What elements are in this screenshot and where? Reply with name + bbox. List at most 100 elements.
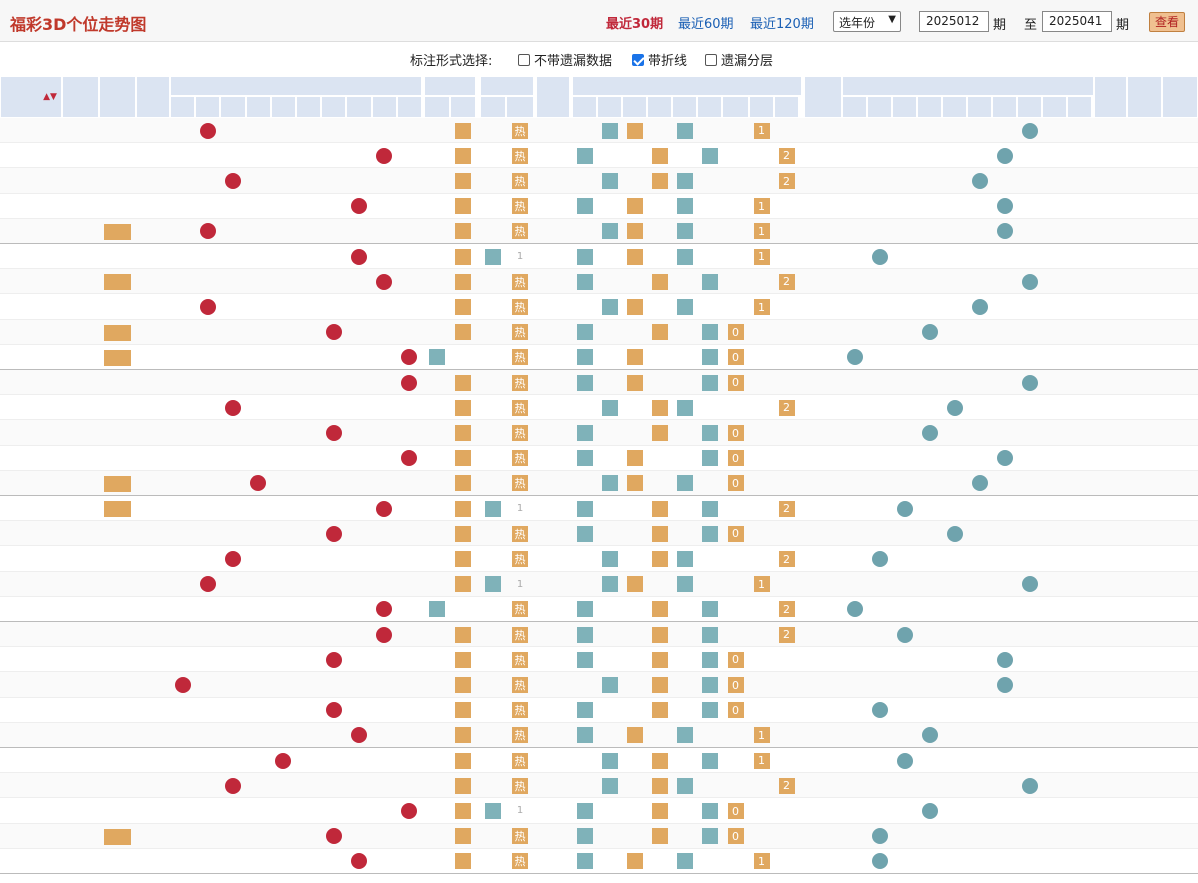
zf-miss	[1017, 622, 1042, 647]
xt-miss	[774, 244, 799, 269]
xt-tag	[676, 122, 693, 139]
repeat-no-tag	[455, 374, 471, 391]
cold-tag	[485, 803, 501, 819]
trend-miss	[296, 345, 321, 370]
year-select-value: 选年份	[839, 16, 876, 30]
period-60-link[interactable]: 最近60期	[678, 17, 734, 32]
trend-miss	[195, 496, 220, 521]
row-zhenfu	[804, 723, 842, 748]
trend-miss	[220, 143, 245, 168]
xt-tag	[701, 450, 718, 467]
zf-miss	[1017, 446, 1042, 471]
xt-miss	[597, 496, 622, 521]
cold-miss	[480, 118, 506, 143]
table-row	[0, 571, 1198, 597]
xt-tag	[576, 500, 593, 517]
xt-tag	[601, 777, 618, 794]
trend-miss	[296, 748, 321, 773]
row-hezhi	[1094, 849, 1127, 874]
checkbox-polyline[interactable]	[632, 54, 644, 66]
cold-miss	[480, 521, 506, 546]
xt-tag	[676, 475, 693, 492]
zf-ball	[1021, 374, 1038, 391]
row-avg	[536, 294, 568, 319]
row-kuadu	[1162, 395, 1198, 420]
trend-miss	[346, 420, 371, 445]
xt-tag	[601, 551, 618, 567]
zf-miss	[967, 420, 992, 445]
trend-miss	[170, 496, 195, 521]
xt-tag	[676, 198, 693, 215]
zf-miss	[1017, 698, 1042, 723]
repeat-no-tag	[455, 853, 471, 870]
row-gewei	[136, 546, 170, 571]
period-120-link[interactable]: 最近120期	[750, 17, 814, 32]
zf-miss	[892, 345, 917, 370]
range-from-input[interactable]: 2025012	[919, 11, 989, 32]
zf-miss	[1042, 647, 1067, 672]
trend-miss	[220, 294, 245, 319]
zf-miss	[942, 219, 967, 244]
checkbox-layered[interactable]	[705, 54, 717, 66]
row-kuadu	[1162, 420, 1198, 445]
option-layered[interactable]: 遗漏分层	[705, 50, 773, 69]
zf-miss	[992, 597, 1017, 622]
xt-tag	[651, 677, 668, 693]
row-hezhi	[1094, 420, 1127, 445]
header-junzhi	[536, 76, 570, 118]
hot-tag: 热	[512, 651, 528, 668]
row-qihao	[0, 446, 62, 471]
option-no-missing[interactable]: 不带遗漏数据	[518, 50, 612, 69]
trend-miss	[271, 320, 296, 345]
zf-miss	[867, 748, 892, 773]
range-to-prefix: 至	[1024, 18, 1038, 33]
zf-miss	[1067, 320, 1092, 345]
table-row	[0, 521, 1198, 547]
zf-miss	[967, 597, 992, 622]
row-qihao	[0, 546, 62, 571]
repeat-yes-miss	[424, 849, 450, 874]
row-shiji	[62, 143, 99, 168]
xt-miss	[672, 345, 697, 370]
trend-miss	[296, 572, 321, 597]
trend-miss	[296, 294, 321, 319]
xt-miss	[774, 370, 799, 395]
row-kuadu	[1162, 546, 1198, 571]
trend-miss	[220, 723, 245, 748]
trend-miss	[397, 521, 422, 546]
year-select[interactable]: 选年份 ▼	[833, 11, 901, 32]
repeat-yes-miss	[424, 798, 450, 823]
trend-miss	[346, 572, 371, 597]
xt-miss	[722, 496, 749, 521]
zf-miss	[917, 168, 942, 193]
period-30-link[interactable]: 最近30期	[606, 17, 664, 32]
row-gewei	[136, 849, 170, 874]
option-polyline[interactable]: 带折线	[632, 50, 687, 69]
zf-ball	[921, 425, 938, 441]
xt-miss	[722, 294, 749, 319]
zf-miss	[1042, 672, 1067, 697]
zf-miss	[942, 370, 967, 395]
checkbox-no-missing[interactable]	[518, 54, 530, 66]
row-jianghao	[104, 223, 131, 240]
range-to-input[interactable]: 2025041	[1042, 11, 1112, 32]
view-button[interactable]: 查看	[1149, 12, 1185, 32]
zf-miss	[1042, 269, 1067, 294]
cold-miss	[480, 168, 506, 193]
repeat-yes-miss	[424, 168, 450, 193]
xt-mod-tag: 2	[778, 551, 795, 567]
header-trend-digit	[220, 96, 246, 118]
trend-ball	[325, 525, 342, 542]
row-zhenfu	[804, 471, 842, 496]
row-zhenfu	[804, 320, 842, 345]
trend-miss	[346, 143, 371, 168]
xt-miss	[622, 672, 647, 697]
trend-miss	[195, 420, 220, 445]
trend-miss	[271, 118, 296, 143]
row-hezhi	[1094, 345, 1127, 370]
zf-miss	[1042, 219, 1067, 244]
xt-tag	[601, 122, 618, 139]
xt-miss	[672, 370, 697, 395]
option-layered-label: 遗漏分层	[721, 54, 774, 69]
zf-miss	[1067, 647, 1092, 672]
